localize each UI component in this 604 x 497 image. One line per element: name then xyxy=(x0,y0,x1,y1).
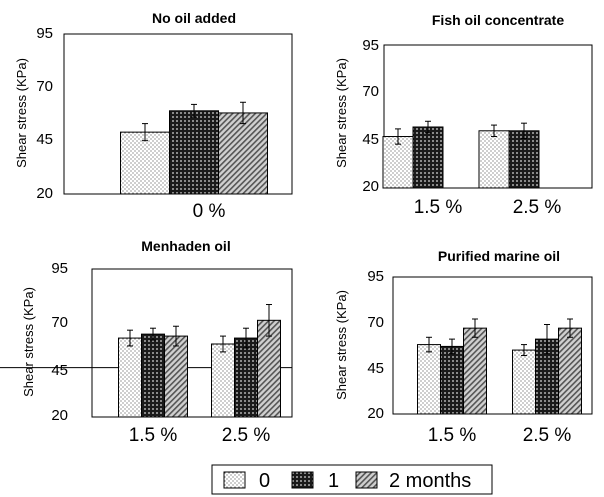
panel-fish-oil: Fish oil concentrate Shear stress (KPa) … xyxy=(334,12,593,218)
y-ticks: 20 45 70 95 xyxy=(36,25,53,202)
y-tick-label: 20 xyxy=(362,178,379,195)
y-tick-label: 20 xyxy=(367,405,384,422)
legend: 0 1 2 months xyxy=(211,464,493,495)
legend-label: 2 months xyxy=(389,470,471,492)
y-ticks: 20 45 70 95 xyxy=(362,37,379,195)
bar-1-25 xyxy=(508,130,540,189)
y-tick-label: 70 xyxy=(367,314,384,331)
bars xyxy=(382,120,540,189)
legend-label: 0 xyxy=(259,470,270,492)
y-ticks: 20 45 70 95 xyxy=(367,268,384,422)
bar-2-months-15 xyxy=(463,327,487,415)
panel-title: No oil added xyxy=(152,10,236,26)
y-tick-label: 95 xyxy=(362,37,379,54)
bar-0-25 xyxy=(211,343,235,418)
y-tick-label: 70 xyxy=(36,78,53,95)
bar-1-0 xyxy=(169,110,219,195)
y-tick-label: 95 xyxy=(36,25,53,42)
panel-title: Menhaden oil xyxy=(141,238,230,254)
bar-0-15 xyxy=(382,136,414,189)
y-tick-label: 95 xyxy=(367,268,384,285)
legend-label: 1 xyxy=(328,470,339,492)
category-label: 2.5 % xyxy=(523,425,572,446)
bar-2-months-15 xyxy=(164,335,188,418)
y-tick-label: 45 xyxy=(51,362,68,379)
y-ticks: 20 45 70 95 xyxy=(51,260,68,424)
y-tick-label: 45 xyxy=(367,360,384,377)
bar-1-15 xyxy=(440,345,464,415)
category-label: 1.5 % xyxy=(129,425,178,446)
bar-2-months-25 xyxy=(558,327,582,415)
y-tick-label: 45 xyxy=(362,131,379,148)
y-tick-label: 95 xyxy=(51,260,68,277)
legend-swatch-2 xyxy=(355,471,378,489)
category-label: 2.5 % xyxy=(222,425,271,446)
panel-title: Fish oil concentrate xyxy=(432,12,564,28)
bar-0-15 xyxy=(118,337,142,418)
y-tick-label: 20 xyxy=(51,407,68,424)
bar-1-15 xyxy=(141,333,165,418)
bars xyxy=(120,101,268,195)
category-label: 0 % xyxy=(193,201,226,222)
bar-0-25 xyxy=(478,130,510,189)
y-axis-label: Shear stress (KPa) xyxy=(21,287,36,397)
y-axis-label: Shear stress (KPa) xyxy=(14,58,29,168)
y-axis-label: Shear stress (KPa) xyxy=(334,58,349,168)
category-label: 1.5 % xyxy=(428,425,477,446)
bar-1-15 xyxy=(412,126,444,189)
y-tick-label: 20 xyxy=(36,185,53,202)
plot-frame xyxy=(392,276,593,415)
legend-swatch-0 xyxy=(223,471,246,489)
y-tick-label: 45 xyxy=(36,131,53,148)
bar-0-25 xyxy=(512,349,536,415)
y-tick-label: 70 xyxy=(362,83,379,100)
panel-no-oil: No oil added Shear stress (KPa) 20 45 70… xyxy=(14,10,293,222)
bars xyxy=(417,318,582,415)
legend-swatch-1 xyxy=(291,471,314,489)
panel-purified-marine: Purified marine oil Shear stress (KPa) 2… xyxy=(334,248,593,446)
legend-frame xyxy=(211,464,493,495)
bars xyxy=(0,304,292,418)
bar-2-months-0 xyxy=(218,112,268,195)
y-tick-label: 70 xyxy=(51,314,68,331)
category-label: 1.5 % xyxy=(414,197,463,218)
panel-title: Purified marine oil xyxy=(438,248,560,264)
plot-frame xyxy=(91,268,293,418)
category-label: 2.5 % xyxy=(513,197,562,218)
y-axis-label: Shear stress (KPa) xyxy=(334,290,349,400)
bar-0-15 xyxy=(417,344,441,415)
bar-0-0 xyxy=(120,131,170,195)
panel-menhaden: Menhaden oil Shear stress (KPa) 20 45 70… xyxy=(0,238,293,446)
bar-1-25 xyxy=(234,337,258,418)
